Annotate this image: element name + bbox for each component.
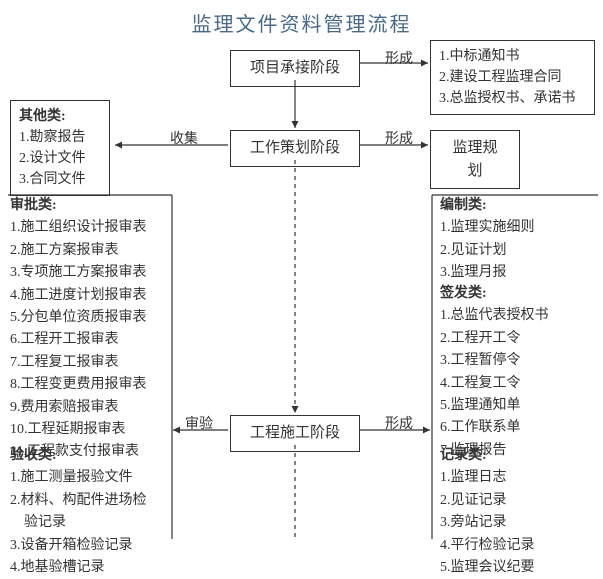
item: 验记录 xyxy=(10,512,147,534)
item: 1.勘察报告 xyxy=(19,127,101,148)
item: 3.总监授权书、承诺书 xyxy=(439,88,586,109)
item: 3.工程暂停令 xyxy=(440,350,549,372)
edge-verify: 审验 xyxy=(185,413,213,433)
item: 1.总监代表授权书 xyxy=(440,305,549,327)
list-compile: 编制类: 1.监理实施细则 2.见证计划 3.监理月报 xyxy=(440,195,535,285)
stage-project-accept: 项目承接阶段 xyxy=(230,50,360,87)
page-title: 监理文件资料管理流程 xyxy=(0,8,603,37)
item: 2.材料、构配件进场检 xyxy=(10,490,147,512)
item: 8.工程变更费用报审表 xyxy=(10,374,147,396)
edge-form-2: 形成 xyxy=(385,128,413,148)
item: 2.建设工程监理合同 xyxy=(439,67,586,88)
item: 1.监理实施细则 xyxy=(440,217,535,239)
item: 6.工程开工报审表 xyxy=(10,329,147,351)
header: 编制类: xyxy=(440,195,535,217)
item: 9.费用索赔报审表 xyxy=(10,397,147,419)
item: 2.见证记录 xyxy=(440,490,535,512)
item: 1.施工组织设计报审表 xyxy=(10,217,147,239)
box-supervision-plan: 监理规划 xyxy=(430,130,520,189)
list-approval: 审批类: 1.施工组织设计报审表 2.施工方案报审表 3.专项施工方案报审表 4… xyxy=(10,195,147,464)
edge-collect: 收集 xyxy=(170,128,198,148)
item: 7.工程复工报审表 xyxy=(10,352,147,374)
item: 2.施工方案报审表 xyxy=(10,240,147,262)
item: 5.监理会议纪要 xyxy=(440,557,535,579)
item: 2.见证计划 xyxy=(440,240,535,262)
stage-work-plan: 工作策划阶段 xyxy=(230,130,360,167)
item: 3.专项施工方案报审表 xyxy=(10,262,147,284)
list-accept: 验收类: 1.施工测量报验文件 2.材料、构配件进场检 验记录 3.设备开箱检验… xyxy=(10,445,147,579)
item: 5.分包单位资质报审表 xyxy=(10,307,147,329)
item: 2.设计文件 xyxy=(19,148,101,169)
list-record: 记录类: 1.监理日志 2.见证记录 3.旁站记录 4.平行检验记录 5.监理会… xyxy=(440,445,535,579)
item: 3.合同文件 xyxy=(19,169,101,190)
header: 其他类: xyxy=(19,106,101,127)
list-issue: 签发类: 1.总监代表授权书 2.工程开工令 3.工程暂停令 4.工程复工令 5… xyxy=(440,283,549,462)
item: 2.工程开工令 xyxy=(440,328,549,350)
header: 验收类: xyxy=(10,445,147,467)
header: 记录类: xyxy=(440,445,535,467)
header: 签发类: xyxy=(440,283,549,305)
item: 1.监理日志 xyxy=(440,467,535,489)
item: 4.施工进度计划报审表 xyxy=(10,285,147,307)
item: 1.中标通知书 xyxy=(439,46,586,67)
item: 3.设备开箱检验记录 xyxy=(10,535,147,557)
box-bid-docs: 1.中标通知书 2.建设工程监理合同 3.总监授权书、承诺书 xyxy=(430,40,595,115)
item: 4.地基验槽记录 xyxy=(10,557,147,579)
edge-form-1: 形成 xyxy=(385,48,413,68)
edge-form-3: 形成 xyxy=(385,413,413,433)
item: 4.平行检验记录 xyxy=(440,535,535,557)
item: 6.工作联系单 xyxy=(440,417,549,439)
item: 5.监理通知单 xyxy=(440,395,549,417)
item: 4.工程复工令 xyxy=(440,373,549,395)
box-other-docs: 其他类: 1.勘察报告 2.设计文件 3.合同文件 xyxy=(10,100,110,196)
item: 10.工程延期报审表 xyxy=(10,419,147,441)
header: 审批类: xyxy=(10,195,147,217)
item: 1.施工测量报验文件 xyxy=(10,467,147,489)
stage-construction: 工程施工阶段 xyxy=(230,415,360,452)
item: 3.旁站记录 xyxy=(440,512,535,534)
item: 3.监理月报 xyxy=(440,262,535,284)
